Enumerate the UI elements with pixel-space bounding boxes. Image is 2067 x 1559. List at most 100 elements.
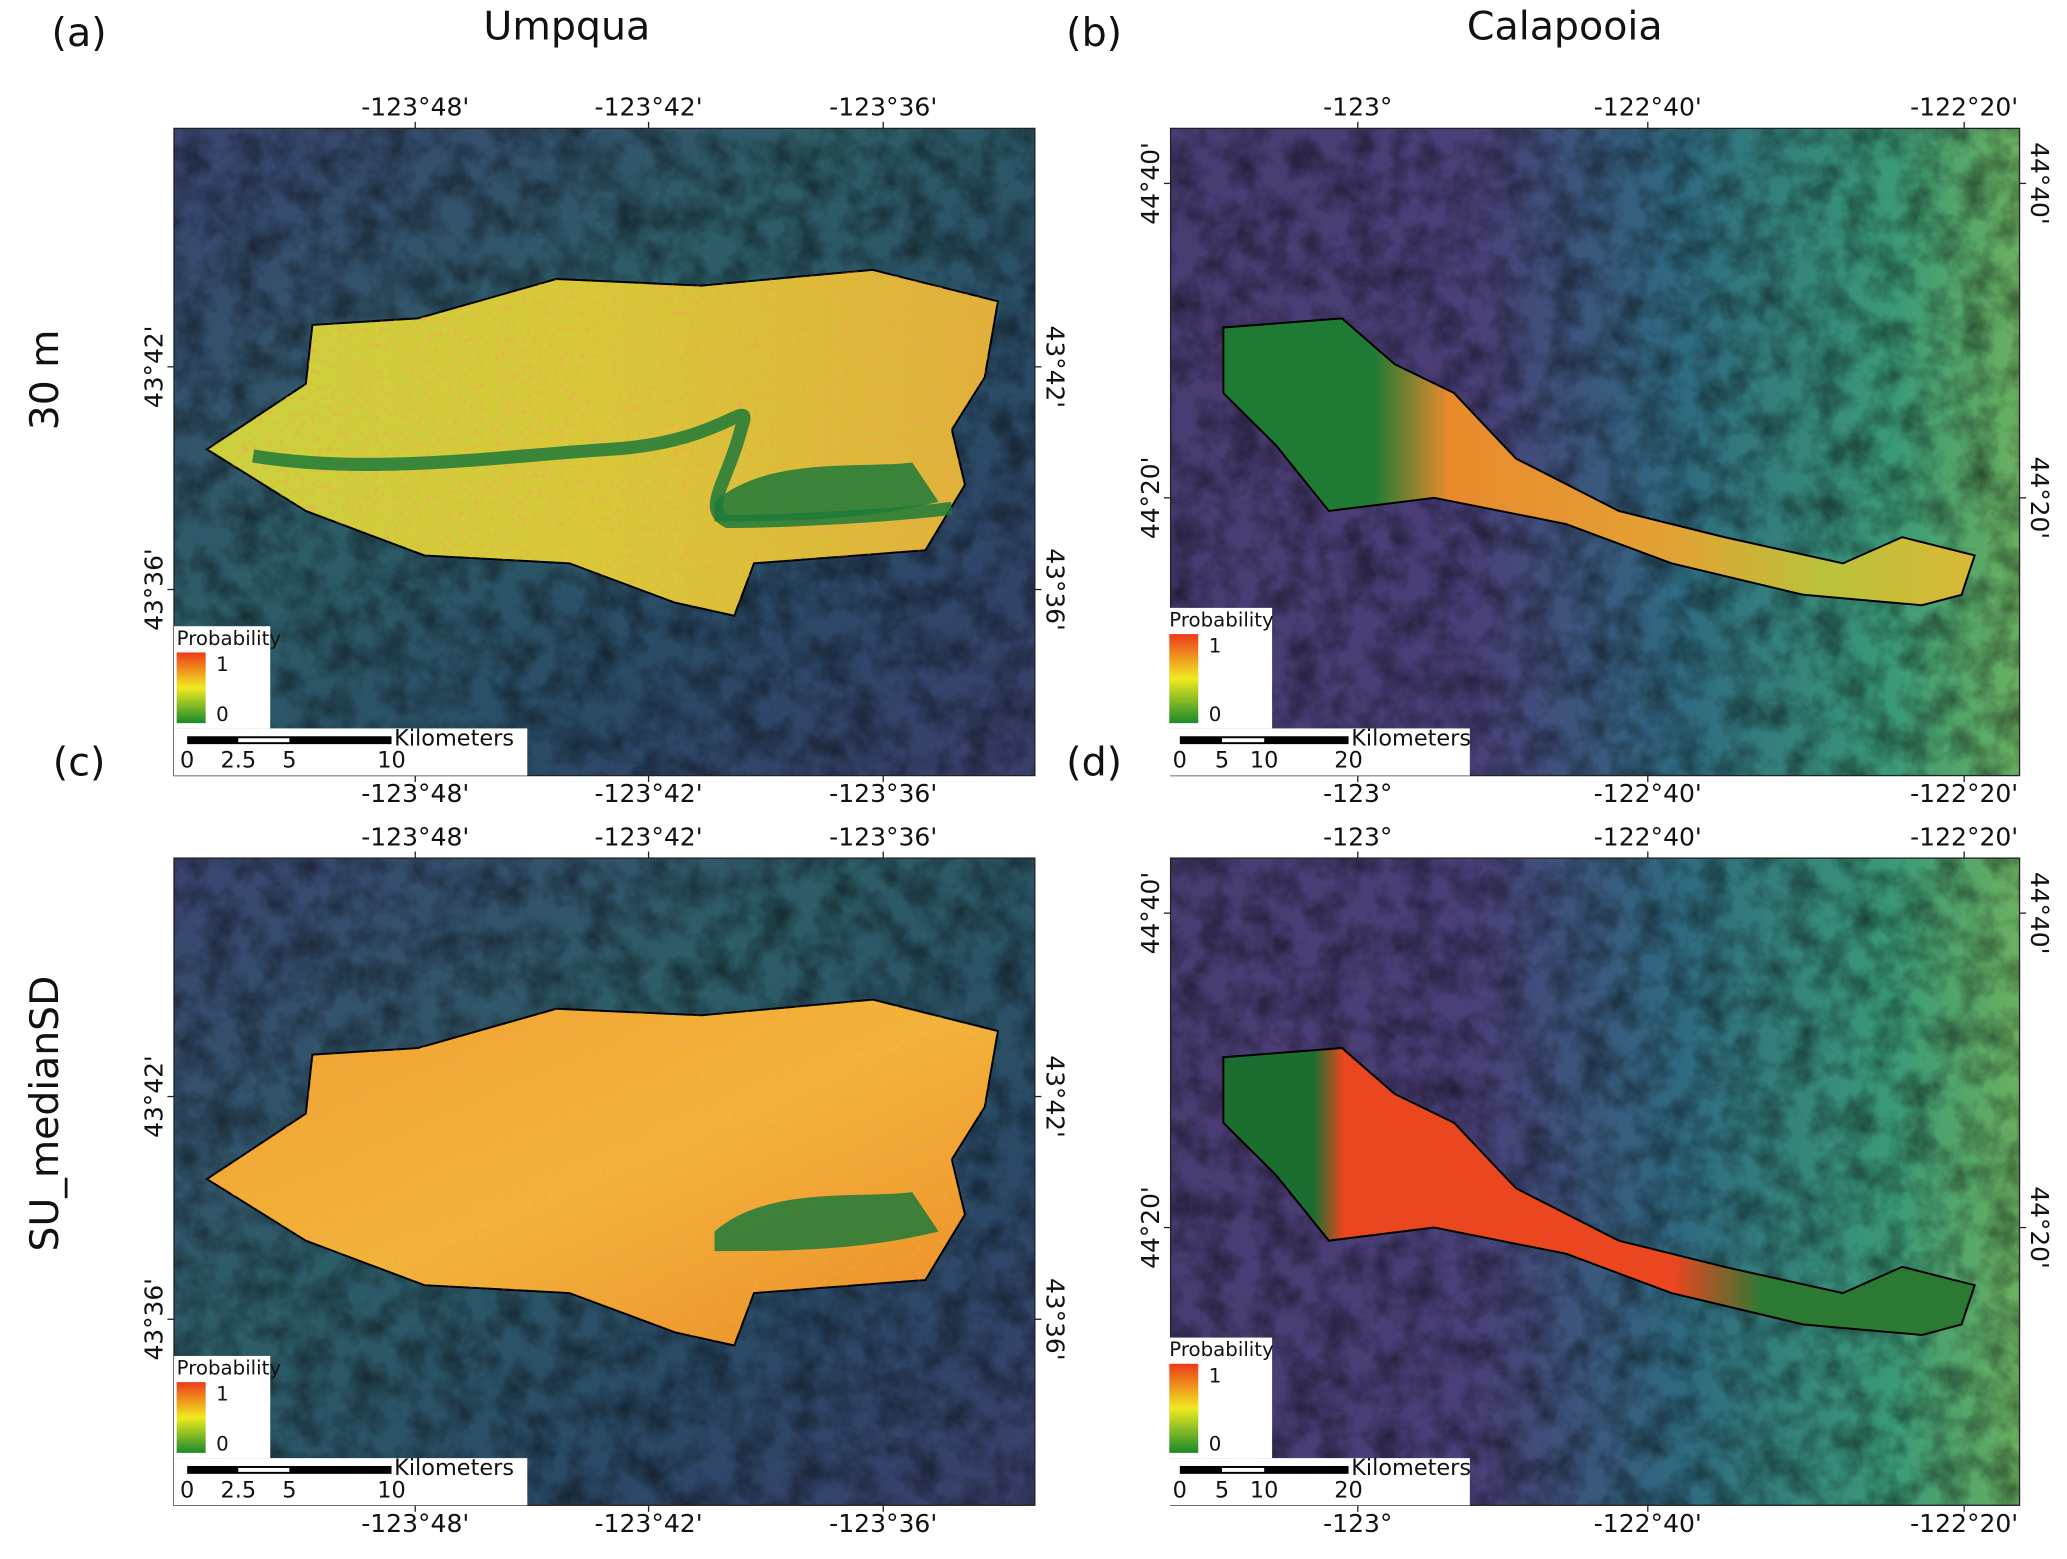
map-frame [1169, 127, 2021, 777]
scale-label: 0 [180, 748, 194, 774]
catchment-texture [206, 999, 998, 1346]
lat-label: 43°42' [140, 326, 169, 409]
legend-title: Probability [1169, 609, 1274, 632]
lon-label: -122°40' [1594, 1509, 1702, 1538]
scale-label: 10 [1250, 748, 1279, 774]
lon-label: -123° [1323, 1509, 1392, 1538]
map-frame [1169, 857, 2021, 1506]
column-title: Calapooia [1467, 3, 1663, 49]
lon-label: -123°42' [595, 779, 703, 808]
legend-max: 1 [1209, 1364, 1222, 1387]
catchment [205, 268, 1000, 617]
lon-label: -122°20' [1910, 1509, 2018, 1538]
scale-bar-white [1222, 738, 1265, 743]
catchment-area [1222, 317, 1976, 607]
panel-label: (a) [52, 10, 107, 56]
map-frame [173, 857, 1036, 1506]
column-title: Umpqua [483, 3, 650, 49]
scale-bar-white [238, 1467, 290, 1472]
scale-label: 20 [1334, 748, 1363, 774]
lat-label: 44°20' [1136, 457, 1165, 540]
map-panel: (d) -123° -123° -122°40' -122°40' -122°20' -12… [1066, 740, 2054, 1538]
legend-min: 0 [1209, 1433, 1222, 1456]
catchment [1222, 1047, 1976, 1336]
scale-unit: Kilometers [394, 725, 514, 751]
scale-unit: Kilometers [1351, 725, 1471, 751]
row-label: 30 m [22, 330, 68, 431]
scale-label: 5 [282, 748, 296, 774]
legend-ramp [1169, 1363, 1199, 1453]
scale-label: 0 [1173, 1477, 1187, 1503]
map-panel: (c) -123°48' -123°48' -123°42' -123°42' -123°… [53, 740, 1070, 1538]
lon-label: -123°36' [829, 823, 937, 852]
lon-label: -123°36' [829, 93, 937, 122]
map-panel: (b) -123° -123° -122°40' -122°40' -122°20' -12… [1066, 10, 2054, 808]
legend-max: 1 [216, 653, 229, 676]
row-label: SU_medianSD [22, 976, 68, 1252]
lon-label: -122°40' [1594, 93, 1702, 122]
scale-unit: Kilometers [1351, 1455, 1471, 1481]
scale-label: 0 [1173, 748, 1187, 774]
lat-label: 44°20' [2025, 1186, 2054, 1269]
panel-label: (b) [1066, 10, 1122, 56]
scale-bar-white [238, 738, 290, 743]
catchment [205, 998, 1000, 1347]
lon-label: -123°42' [595, 93, 703, 122]
lon-label: -123° [1323, 779, 1392, 808]
legend-title: Probability [1169, 1338, 1274, 1361]
lat-label: 43°42' [1040, 1055, 1069, 1138]
scale-label: 2.5 [220, 748, 256, 774]
lat-label: 44°20' [2025, 457, 2054, 540]
scale-bar-white [1222, 1467, 1265, 1472]
scale-label: 5 [1215, 1477, 1229, 1503]
lat-label: 43°36' [1040, 548, 1069, 631]
lat-label: 43°36' [140, 548, 169, 631]
lon-label: -123°36' [829, 1509, 937, 1538]
valley [714, 462, 939, 522]
lat-label: 43°36' [1040, 1278, 1069, 1361]
catchment [1222, 317, 1976, 607]
scale-label: 0 [180, 1477, 194, 1503]
lon-label: -123° [1323, 823, 1392, 852]
scale-label: 10 [377, 1477, 406, 1503]
valley [714, 1192, 939, 1252]
scale-label: 10 [1250, 1477, 1279, 1503]
panel-label: (c) [53, 740, 106, 786]
panel-label: (d) [1066, 740, 1122, 786]
lon-label: -122°40' [1594, 779, 1702, 808]
lat-label: 43°42' [140, 1055, 169, 1138]
lon-label: -122°20' [1910, 93, 2018, 122]
lon-label: -123°48' [361, 779, 469, 808]
scale-label: 2.5 [220, 1477, 256, 1503]
lon-label: -123°42' [595, 1509, 703, 1538]
legend-ramp [176, 1382, 206, 1453]
legend-ramp [176, 652, 206, 724]
lon-label: -123°48' [361, 823, 469, 852]
legend-min: 0 [216, 703, 229, 726]
legend-max: 1 [1209, 635, 1222, 658]
scale-unit: Kilometers [394, 1455, 514, 1481]
lon-label: -122°20' [1910, 779, 2018, 808]
lon-label: -122°20' [1910, 823, 2018, 852]
lon-label: -123°48' [361, 93, 469, 122]
lon-label: -123°42' [595, 823, 703, 852]
lon-label: -123° [1323, 93, 1392, 122]
catchment-texture [206, 269, 998, 616]
lon-label: -123°36' [829, 779, 937, 808]
legend-ramp [1169, 634, 1199, 724]
map-panel: (a) -123°48' -123°48' -123°42' -123°42' -123°… [52, 10, 1070, 808]
lat-label: 44°40' [1136, 872, 1165, 955]
lat-label: 43°42' [1040, 326, 1069, 409]
map-frame [173, 127, 1036, 777]
lat-label: 44°40' [2025, 142, 2054, 225]
scale-label: 10 [377, 748, 406, 774]
lat-label: 43°36' [140, 1278, 169, 1361]
catchment-area [1222, 1047, 1976, 1336]
legend-min: 0 [1209, 703, 1222, 726]
legend-min: 0 [216, 1433, 229, 1456]
scale-label: 5 [282, 1477, 296, 1503]
legend-max: 1 [216, 1383, 229, 1406]
lat-label: 44°40' [2025, 872, 2054, 955]
